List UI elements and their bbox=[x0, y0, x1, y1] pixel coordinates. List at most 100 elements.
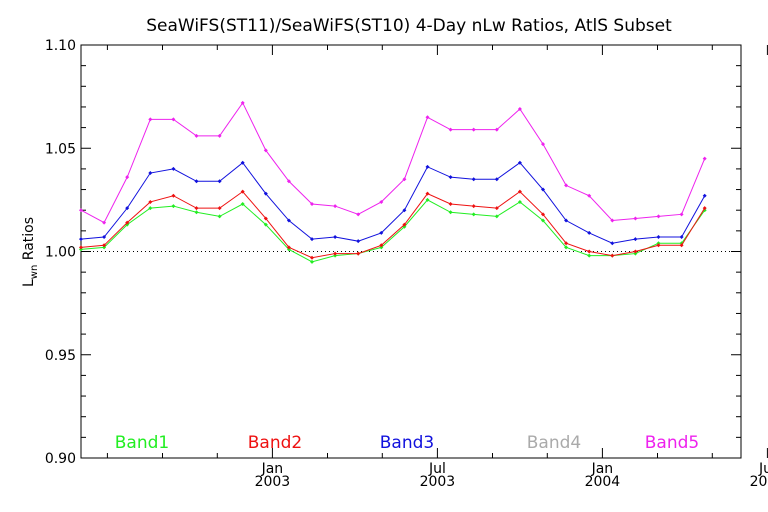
x-tick-month: Jan bbox=[591, 461, 614, 477]
data-point bbox=[102, 220, 107, 225]
data-point bbox=[171, 166, 176, 171]
legend-item-band1: Band1 bbox=[115, 433, 169, 453]
data-point bbox=[471, 127, 476, 132]
data-point bbox=[587, 193, 592, 198]
data-point bbox=[102, 245, 107, 250]
data-point bbox=[564, 245, 569, 250]
series-layer bbox=[79, 100, 707, 264]
data-point bbox=[494, 127, 499, 132]
data-point bbox=[679, 243, 684, 248]
data-point bbox=[379, 230, 384, 235]
y-tick-label: 1.10 bbox=[45, 38, 76, 54]
data-point bbox=[587, 253, 592, 258]
data-point bbox=[471, 212, 476, 217]
data-point bbox=[240, 100, 245, 105]
y-tick-label: 1.00 bbox=[45, 245, 76, 261]
data-point bbox=[356, 239, 361, 244]
data-point bbox=[517, 199, 522, 204]
data-point bbox=[240, 202, 245, 207]
data-point bbox=[102, 243, 107, 248]
legend-item-band5: Band5 bbox=[645, 433, 699, 453]
data-point bbox=[125, 220, 130, 225]
data-point bbox=[587, 230, 592, 235]
data-point bbox=[471, 177, 476, 182]
data-point bbox=[633, 251, 638, 256]
data-point bbox=[333, 253, 338, 258]
plot-frame bbox=[80, 44, 742, 459]
data-point bbox=[148, 206, 153, 211]
data-point bbox=[494, 206, 499, 211]
data-point bbox=[333, 235, 338, 240]
data-point bbox=[148, 117, 153, 122]
data-point bbox=[125, 175, 130, 180]
data-point bbox=[263, 148, 268, 153]
data-point bbox=[217, 133, 222, 138]
y-axis-label-main: L bbox=[21, 279, 37, 287]
data-point bbox=[379, 199, 384, 204]
y-tick-label: 1.05 bbox=[45, 141, 76, 157]
data-point bbox=[656, 214, 661, 219]
legend: Band1 Band2 Band3 Band4 Band5 bbox=[115, 433, 699, 453]
chart-title: SeaWiFS(ST11)/SeaWiFS(ST10) 4-Day nLw Ra… bbox=[146, 16, 672, 36]
data-point bbox=[217, 214, 222, 219]
y-axis: 0.90 0.95 1.00 1.05 1.10 bbox=[45, 38, 741, 467]
data-point bbox=[79, 247, 83, 252]
data-point bbox=[217, 206, 222, 211]
data-point bbox=[633, 237, 638, 242]
data-point bbox=[564, 183, 569, 188]
data-point bbox=[633, 216, 638, 221]
data-point bbox=[425, 115, 430, 120]
x-tick-year: 2003 bbox=[255, 474, 291, 490]
data-point bbox=[517, 107, 522, 112]
data-point bbox=[448, 202, 453, 207]
x-tick-month: Jan bbox=[261, 461, 284, 477]
data-point bbox=[402, 177, 407, 182]
data-point bbox=[333, 251, 338, 256]
series-line bbox=[80, 199, 706, 263]
data-point bbox=[286, 218, 291, 223]
data-point bbox=[217, 179, 222, 184]
data-point bbox=[425, 164, 430, 169]
data-point bbox=[194, 206, 199, 211]
data-point bbox=[148, 171, 153, 176]
x-tick-month: Jul bbox=[428, 461, 446, 477]
data-point bbox=[310, 202, 314, 207]
x-tick-year: 2003 bbox=[420, 474, 456, 490]
data-point bbox=[379, 245, 384, 250]
y-axis-label-sub: wn bbox=[29, 265, 40, 280]
data-point bbox=[125, 206, 130, 211]
data-point bbox=[263, 222, 268, 227]
data-point bbox=[194, 179, 199, 184]
data-point bbox=[610, 241, 615, 246]
data-point bbox=[171, 204, 176, 209]
legend-item-band2: Band2 bbox=[248, 433, 302, 453]
data-point bbox=[587, 249, 592, 254]
data-point bbox=[494, 214, 499, 219]
data-point bbox=[471, 204, 476, 209]
data-point bbox=[541, 212, 545, 217]
data-point bbox=[263, 191, 268, 196]
data-point bbox=[702, 193, 707, 198]
data-point bbox=[702, 156, 707, 161]
data-point bbox=[564, 241, 569, 246]
data-point bbox=[79, 208, 83, 213]
data-point bbox=[286, 247, 291, 252]
data-point bbox=[310, 237, 314, 242]
data-point bbox=[517, 189, 522, 194]
series-band2 bbox=[79, 189, 707, 260]
data-point bbox=[356, 212, 361, 217]
data-point bbox=[517, 160, 522, 165]
data-point bbox=[633, 249, 638, 254]
data-point bbox=[541, 142, 545, 147]
data-point bbox=[240, 160, 245, 165]
data-point bbox=[448, 127, 453, 132]
data-point bbox=[194, 210, 199, 215]
x-axis: Jan2003Jul2003Jan2004Jul2004 bbox=[106, 45, 768, 490]
series-band3 bbox=[79, 160, 707, 246]
data-point bbox=[379, 243, 384, 248]
y-tick-label: 0.90 bbox=[45, 451, 76, 467]
data-point bbox=[263, 216, 268, 221]
x-tick-year: 2004 bbox=[750, 474, 768, 490]
data-point bbox=[494, 177, 499, 182]
